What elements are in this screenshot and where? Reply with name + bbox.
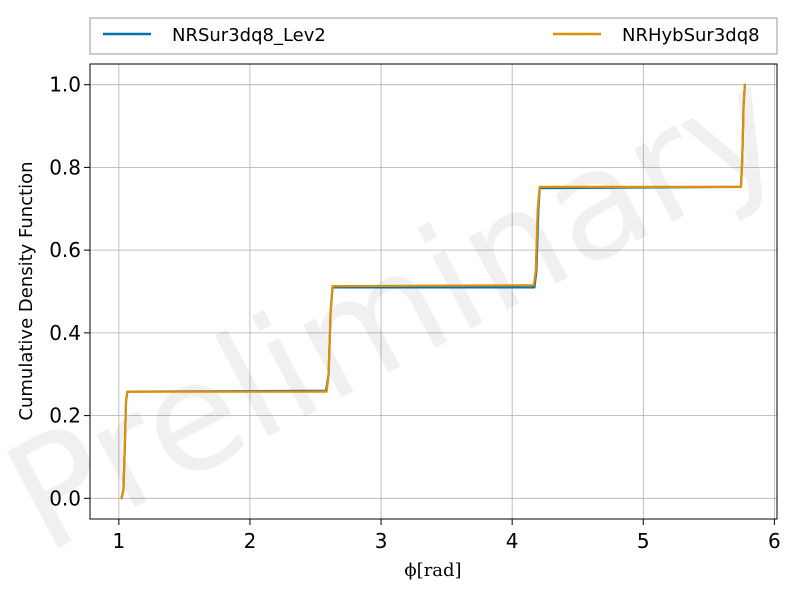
series-line-nrhybsur3dq8: [120, 83, 746, 500]
y-tick-label: 0.2: [49, 404, 81, 428]
y-tick-label: 0.6: [49, 238, 81, 262]
legend-frame: [89, 17, 778, 55]
legend-label-nrsur: NRSur3dq8_Lev2: [172, 25, 326, 46]
series-layer: [120, 83, 746, 500]
x-tick-label: 2: [244, 529, 257, 553]
x-axis-label: ϕ[rad]: [404, 560, 461, 581]
x-tick-label: 6: [768, 529, 781, 553]
y-tick-label: 1.0: [49, 73, 81, 97]
tick-layer: 1 2 3 4 5 6 0.0 0.2 0.4 0.6 0.8 1.0: [49, 73, 781, 553]
x-tick-label: 3: [375, 529, 388, 553]
legend-label-nrhyb: NRHybSur3dq8: [622, 25, 760, 46]
y-tick-label: 0.4: [49, 321, 81, 345]
legend: NRSur3dq8_Lev2 NRHybSur3dq8: [89, 17, 778, 55]
y-tick-label: 0.8: [49, 155, 81, 179]
y-axis-label: Cumulative Density Function: [16, 161, 37, 420]
watermark-layer: Preliminary: [0, 36, 800, 587]
y-tick-label: 0.0: [49, 486, 81, 510]
plot-frame: [89, 63, 778, 520]
grid-layer: [90, 64, 777, 519]
x-tick-label: 4: [506, 529, 519, 553]
x-tick-label: 5: [637, 529, 650, 553]
watermark-text: Preliminary: [0, 36, 800, 587]
x-tick-label: 1: [112, 529, 125, 553]
